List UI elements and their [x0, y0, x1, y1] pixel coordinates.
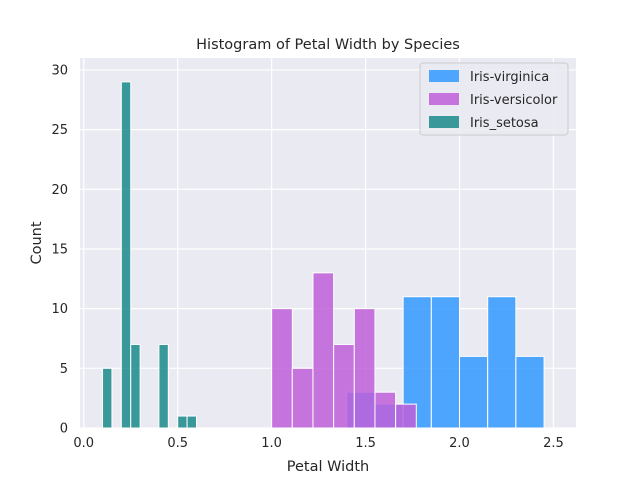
histogram-bars — [102, 81, 545, 429]
x-tick-label: 1.5 — [355, 436, 376, 451]
legend-swatch-setosa — [429, 116, 459, 128]
y-tick-label: 0 — [60, 422, 68, 437]
bar-iris-versicolor — [395, 403, 417, 429]
y-tick-label: 20 — [51, 183, 68, 198]
y-tick-label: 30 — [51, 63, 68, 78]
chart-title: Histogram of Petal Width by Species — [196, 37, 460, 53]
bar-iris-virginica — [515, 355, 545, 429]
bar-iris-versicolor — [374, 391, 397, 429]
legend-swatch-versicolor — [429, 93, 459, 105]
legend-swatch-virginica — [429, 70, 459, 82]
legend: Iris-virginica Iris-versicolor Iris_seto… — [419, 62, 569, 136]
bar-iris-setosa — [186, 415, 197, 429]
x-tick-label: 0.0 — [73, 436, 94, 451]
x-tick-label: 2.0 — [449, 436, 470, 451]
bar-iris-virginica — [487, 296, 517, 429]
x-tick-label: 2.5 — [543, 436, 564, 451]
y-tick-label: 10 — [51, 302, 68, 317]
x-tick-label: 0.5 — [167, 436, 188, 451]
bar-iris-setosa — [158, 343, 169, 429]
bar-iris-virginica — [430, 296, 461, 429]
bar-iris-versicolor — [291, 367, 314, 429]
bar-iris-setosa — [177, 415, 188, 429]
y-tick-label: 5 — [60, 362, 68, 377]
legend-label-versicolor: Iris-versicolor — [470, 93, 558, 108]
bar-iris-versicolor — [353, 308, 376, 429]
legend-label-setosa: Iris_setosa — [470, 116, 539, 131]
bar-iris-versicolor — [312, 272, 335, 429]
x-tick-label: 1.0 — [261, 436, 282, 451]
legend-label-virginica: Iris-virginica — [470, 70, 549, 85]
bar-iris-setosa — [102, 367, 113, 429]
x-axis-label: Petal Width — [287, 459, 369, 475]
bar-iris-setosa — [120, 81, 132, 429]
y-tick-label: 15 — [51, 242, 68, 257]
bar-iris-virginica — [459, 355, 489, 429]
bar-iris-versicolor — [333, 343, 355, 429]
bar-iris-versicolor — [271, 308, 293, 429]
axis-ticks: 0.0 0.5 1.0 1.5 2.0 2.5 0 5 10 15 20 25 30 — [51, 63, 563, 451]
y-axis-label: Count — [29, 221, 45, 264]
y-tick-label: 25 — [51, 123, 68, 138]
bar-iris-setosa — [130, 343, 141, 429]
